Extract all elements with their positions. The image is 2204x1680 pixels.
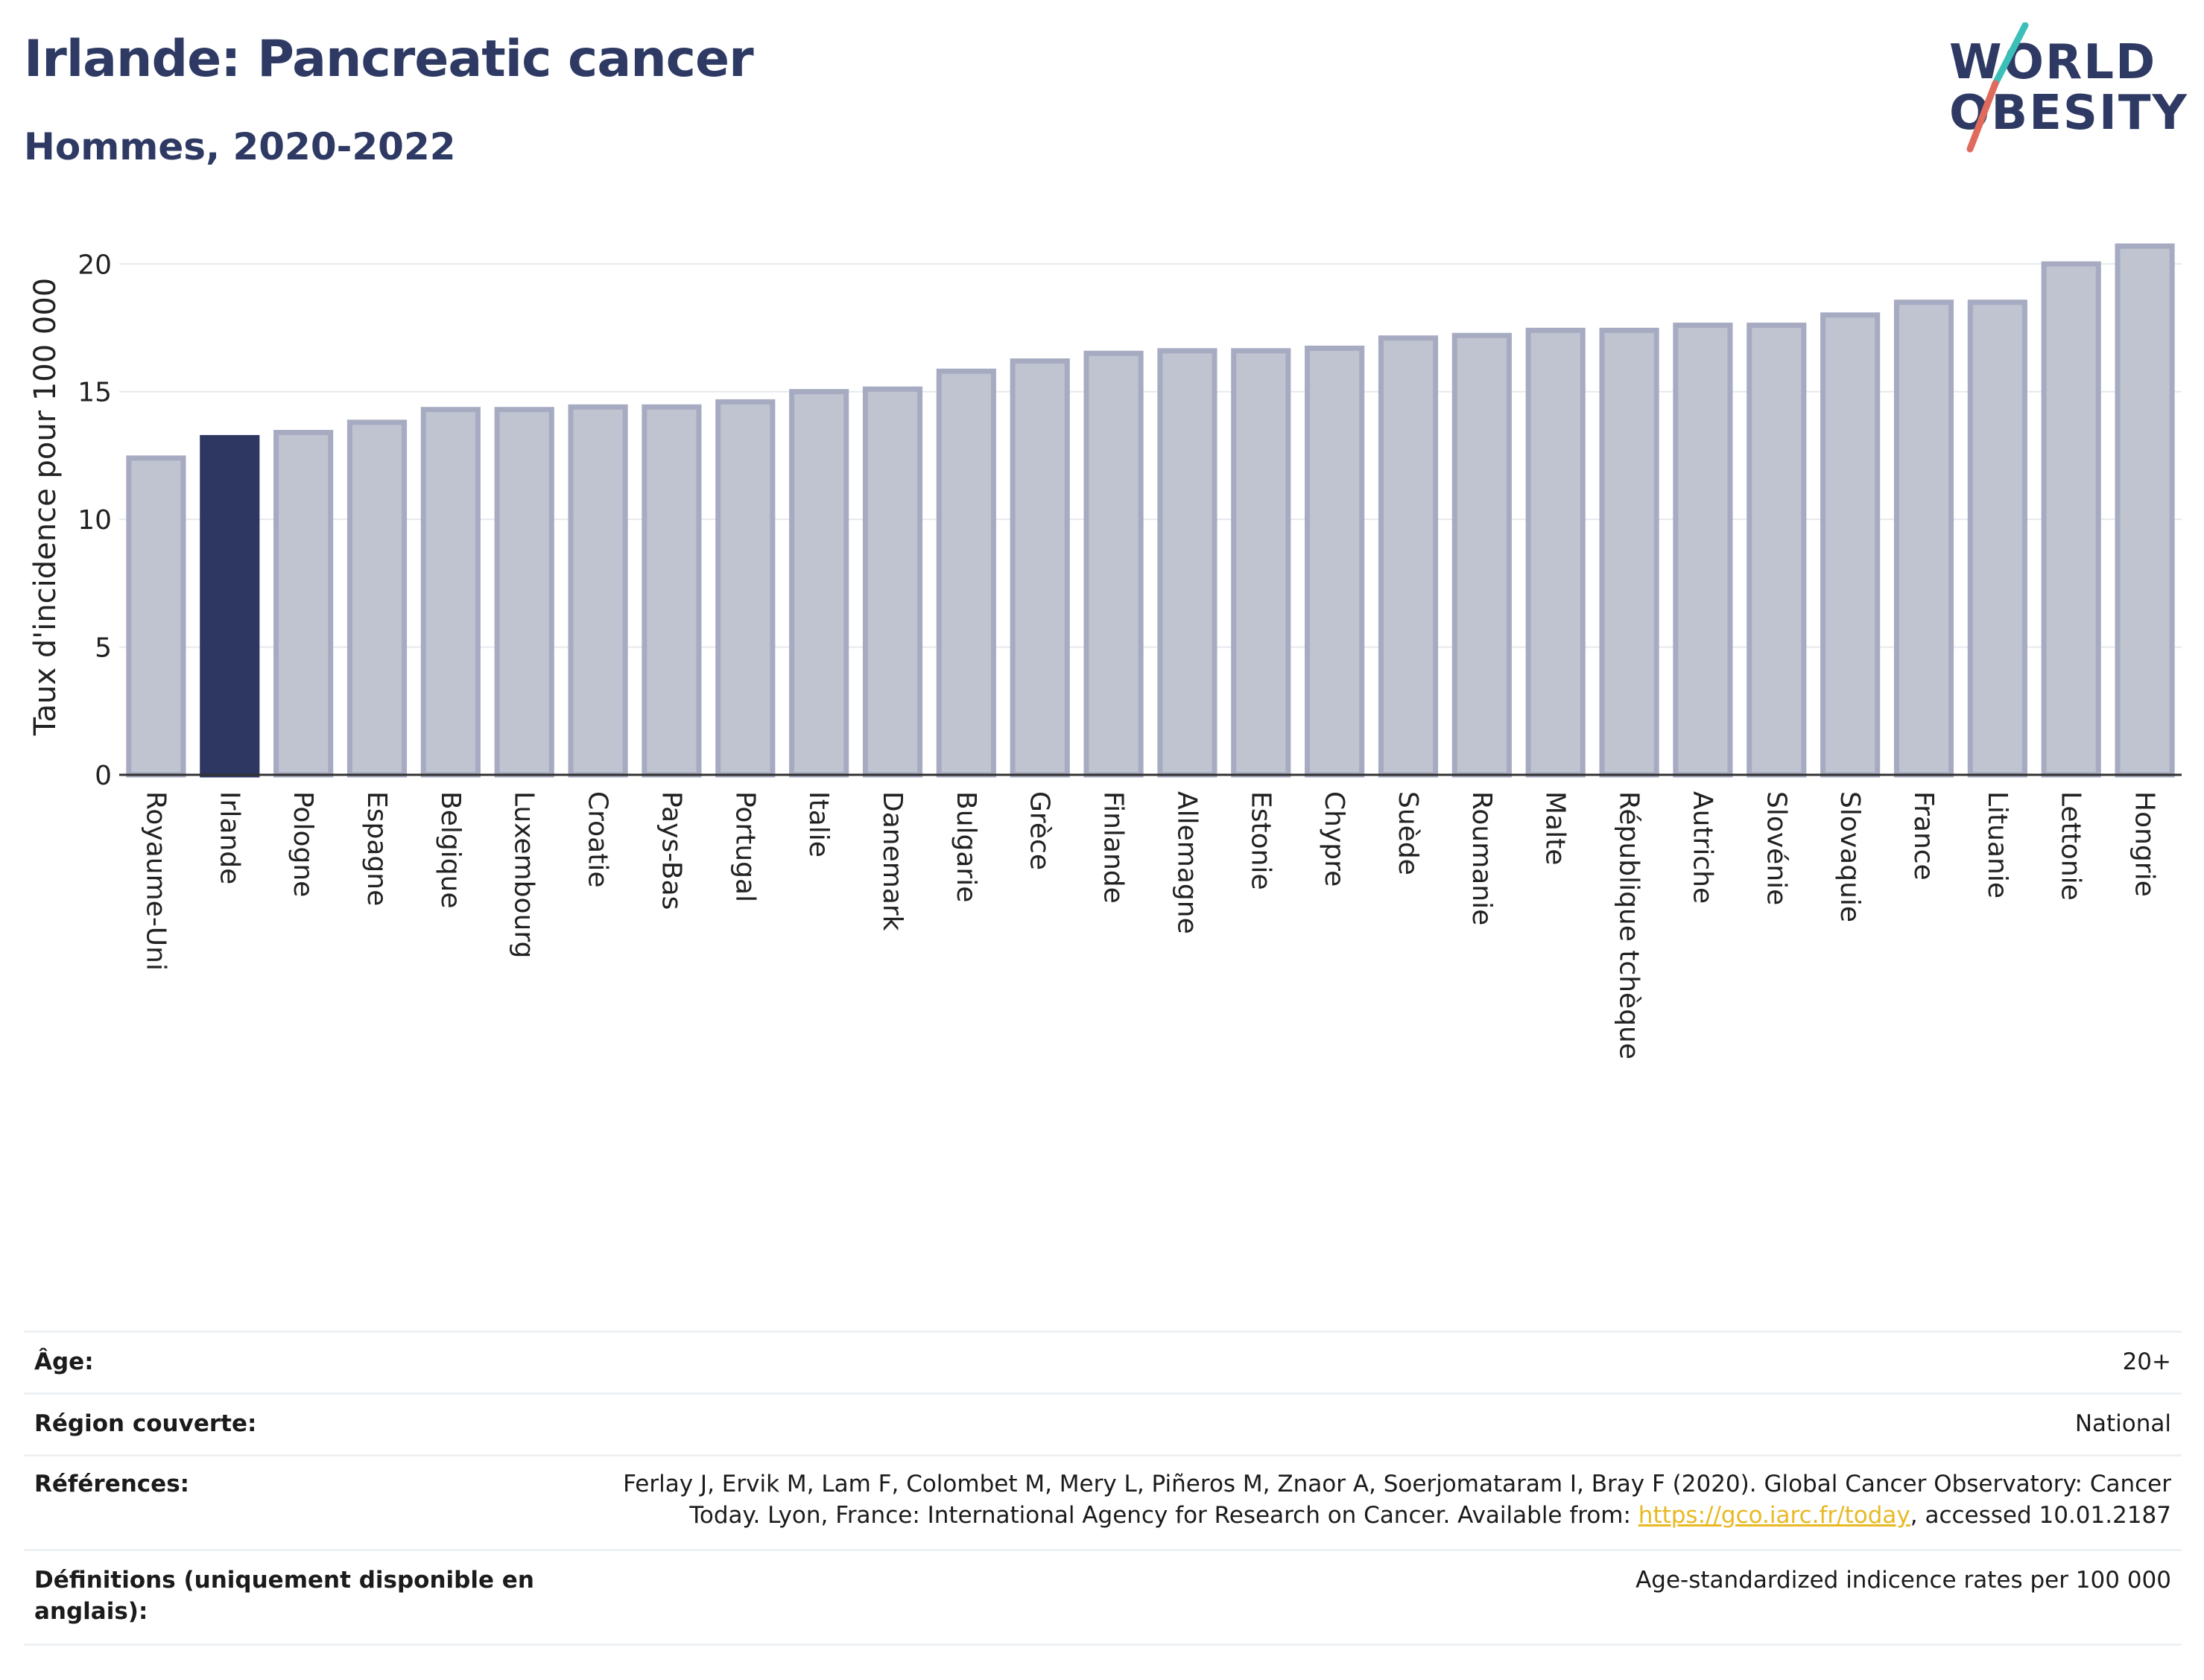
y-tick-label: 0 (95, 761, 112, 791)
definitions-label: Définitions (uniquement disponible en an… (34, 1567, 534, 1625)
x-tick-label: Suède (1393, 791, 1423, 875)
bar (1599, 327, 1659, 778)
bar (1820, 312, 1881, 778)
x-tick-label: Irlande (214, 791, 244, 884)
bar (2115, 243, 2175, 778)
references-line-2-start: Today. Lyon, France: International Agenc… (689, 1502, 1638, 1529)
bar (1010, 358, 1070, 778)
meta-row-age: Âge: 20+ (24, 1331, 2182, 1392)
y-tick-label: 10 (77, 505, 112, 536)
page-subtitle: Hommes, 2020-2022 (24, 125, 456, 168)
bar (789, 389, 849, 778)
region-value: National (2074, 1410, 2171, 1437)
x-tick-label: Luxembourg (509, 791, 539, 958)
bar (1451, 332, 1512, 778)
references-line-2-end: , accessed 10.01.2187 (1910, 1502, 2171, 1529)
references-value: Ferlay J, Ervik M, Lam F, Colombet M, Me… (607, 1468, 2171, 1531)
page-title: Irlande: Pancreatic cancer (24, 30, 754, 89)
world-obesity-logo: WORLD OBESITY (1937, 22, 2191, 156)
bar (2041, 261, 2101, 778)
x-tick-label: Lituanie (1982, 791, 2013, 898)
x-tick-label: France (1908, 791, 1939, 881)
bar (1157, 348, 1217, 778)
references-line-2: Today. Lyon, France: International Agenc… (607, 1500, 2171, 1531)
y-tick-label: 15 (77, 378, 112, 408)
x-tick-label: Pologne (288, 791, 318, 897)
x-tick-label: Grèce (1025, 791, 1055, 870)
bar (494, 407, 554, 778)
metadata-table: Âge: 20+ Région couverte: National Référ… (24, 1331, 2182, 1646)
y-tick-label: 5 (95, 633, 112, 664)
references-label: Références: (34, 1471, 190, 1497)
region-label: Région couverte: (34, 1410, 257, 1437)
meta-row-references: Références: Ferlay J, Ervik M, Lam F, Co… (24, 1454, 2182, 1549)
references-link[interactable]: https://gco.iarc.fr/today (1638, 1502, 1910, 1529)
x-tick-label: Espagne (361, 791, 392, 906)
bar (936, 368, 996, 778)
bar (1893, 299, 1954, 778)
x-tick-label: Roumanie (1466, 791, 1497, 925)
meta-row-region: Région couverte: National (24, 1392, 2182, 1454)
bar (1747, 323, 1807, 778)
bar (715, 399, 776, 778)
x-tick-label: Lettonie (2056, 791, 2086, 901)
x-tick-label: Autriche (1687, 791, 1717, 904)
bar (1525, 327, 1586, 778)
x-tick-label: Finlande (1098, 791, 1129, 904)
x-tick-label: Croatie (583, 791, 613, 888)
x-tick-label: Italie (803, 791, 834, 858)
bar (420, 407, 481, 778)
y-axis-label: Taux d'incidence pour 100 000 (28, 278, 63, 736)
x-tick-label: Hongrie (2129, 791, 2160, 897)
bar (1378, 335, 1439, 778)
bar (1305, 345, 1365, 778)
bar (642, 404, 702, 778)
bar (1673, 323, 1733, 778)
bar (273, 430, 334, 778)
bar (568, 404, 628, 778)
x-tick-label: Portugal (729, 791, 760, 902)
x-tick-label: Pays-Bas (656, 791, 686, 910)
bar (1967, 299, 2027, 778)
bar (126, 455, 186, 778)
x-tick-label: Royaume-Uni (140, 791, 171, 971)
bar (862, 386, 923, 778)
bar-chart: 0 5 10 15 20 Taux d'incidence pour 100 000 Roy… (28, 243, 2182, 1059)
bar (1083, 350, 1144, 778)
bar (346, 419, 408, 778)
references-line-1: Ferlay J, Ervik M, Lam F, Colombet M, Me… (623, 1471, 2171, 1497)
definitions-value: Age-standardized indicence rates per 100… (1635, 1567, 2171, 1594)
x-tick-label: Allemagne (1171, 791, 1202, 934)
meta-row-definitions: Définitions (uniquement disponible en an… (24, 1549, 2182, 1646)
logo-slash-icon (1966, 22, 2029, 153)
bar (1231, 348, 1291, 778)
y-tick-label: 20 (77, 250, 112, 280)
logo-line-1: WORLD (1949, 35, 2157, 90)
x-tick-label: République tchèque (1614, 791, 1644, 1059)
age-label: Âge: (34, 1348, 94, 1375)
bar (200, 434, 260, 778)
x-tick-label: Slovénie (1761, 791, 1791, 905)
x-tick-label: Malte (1540, 791, 1571, 865)
x-tick-label: Bulgarie (951, 791, 981, 902)
x-tick-label: Estonie (1245, 791, 1276, 890)
x-tick-label: Danemark (877, 791, 908, 931)
x-tick-label: Chypre (1319, 791, 1349, 887)
x-tick-label: Slovaquie (1834, 791, 1865, 922)
x-tick-label: Belgique (435, 791, 466, 909)
age-value: 20+ (2122, 1348, 2171, 1375)
